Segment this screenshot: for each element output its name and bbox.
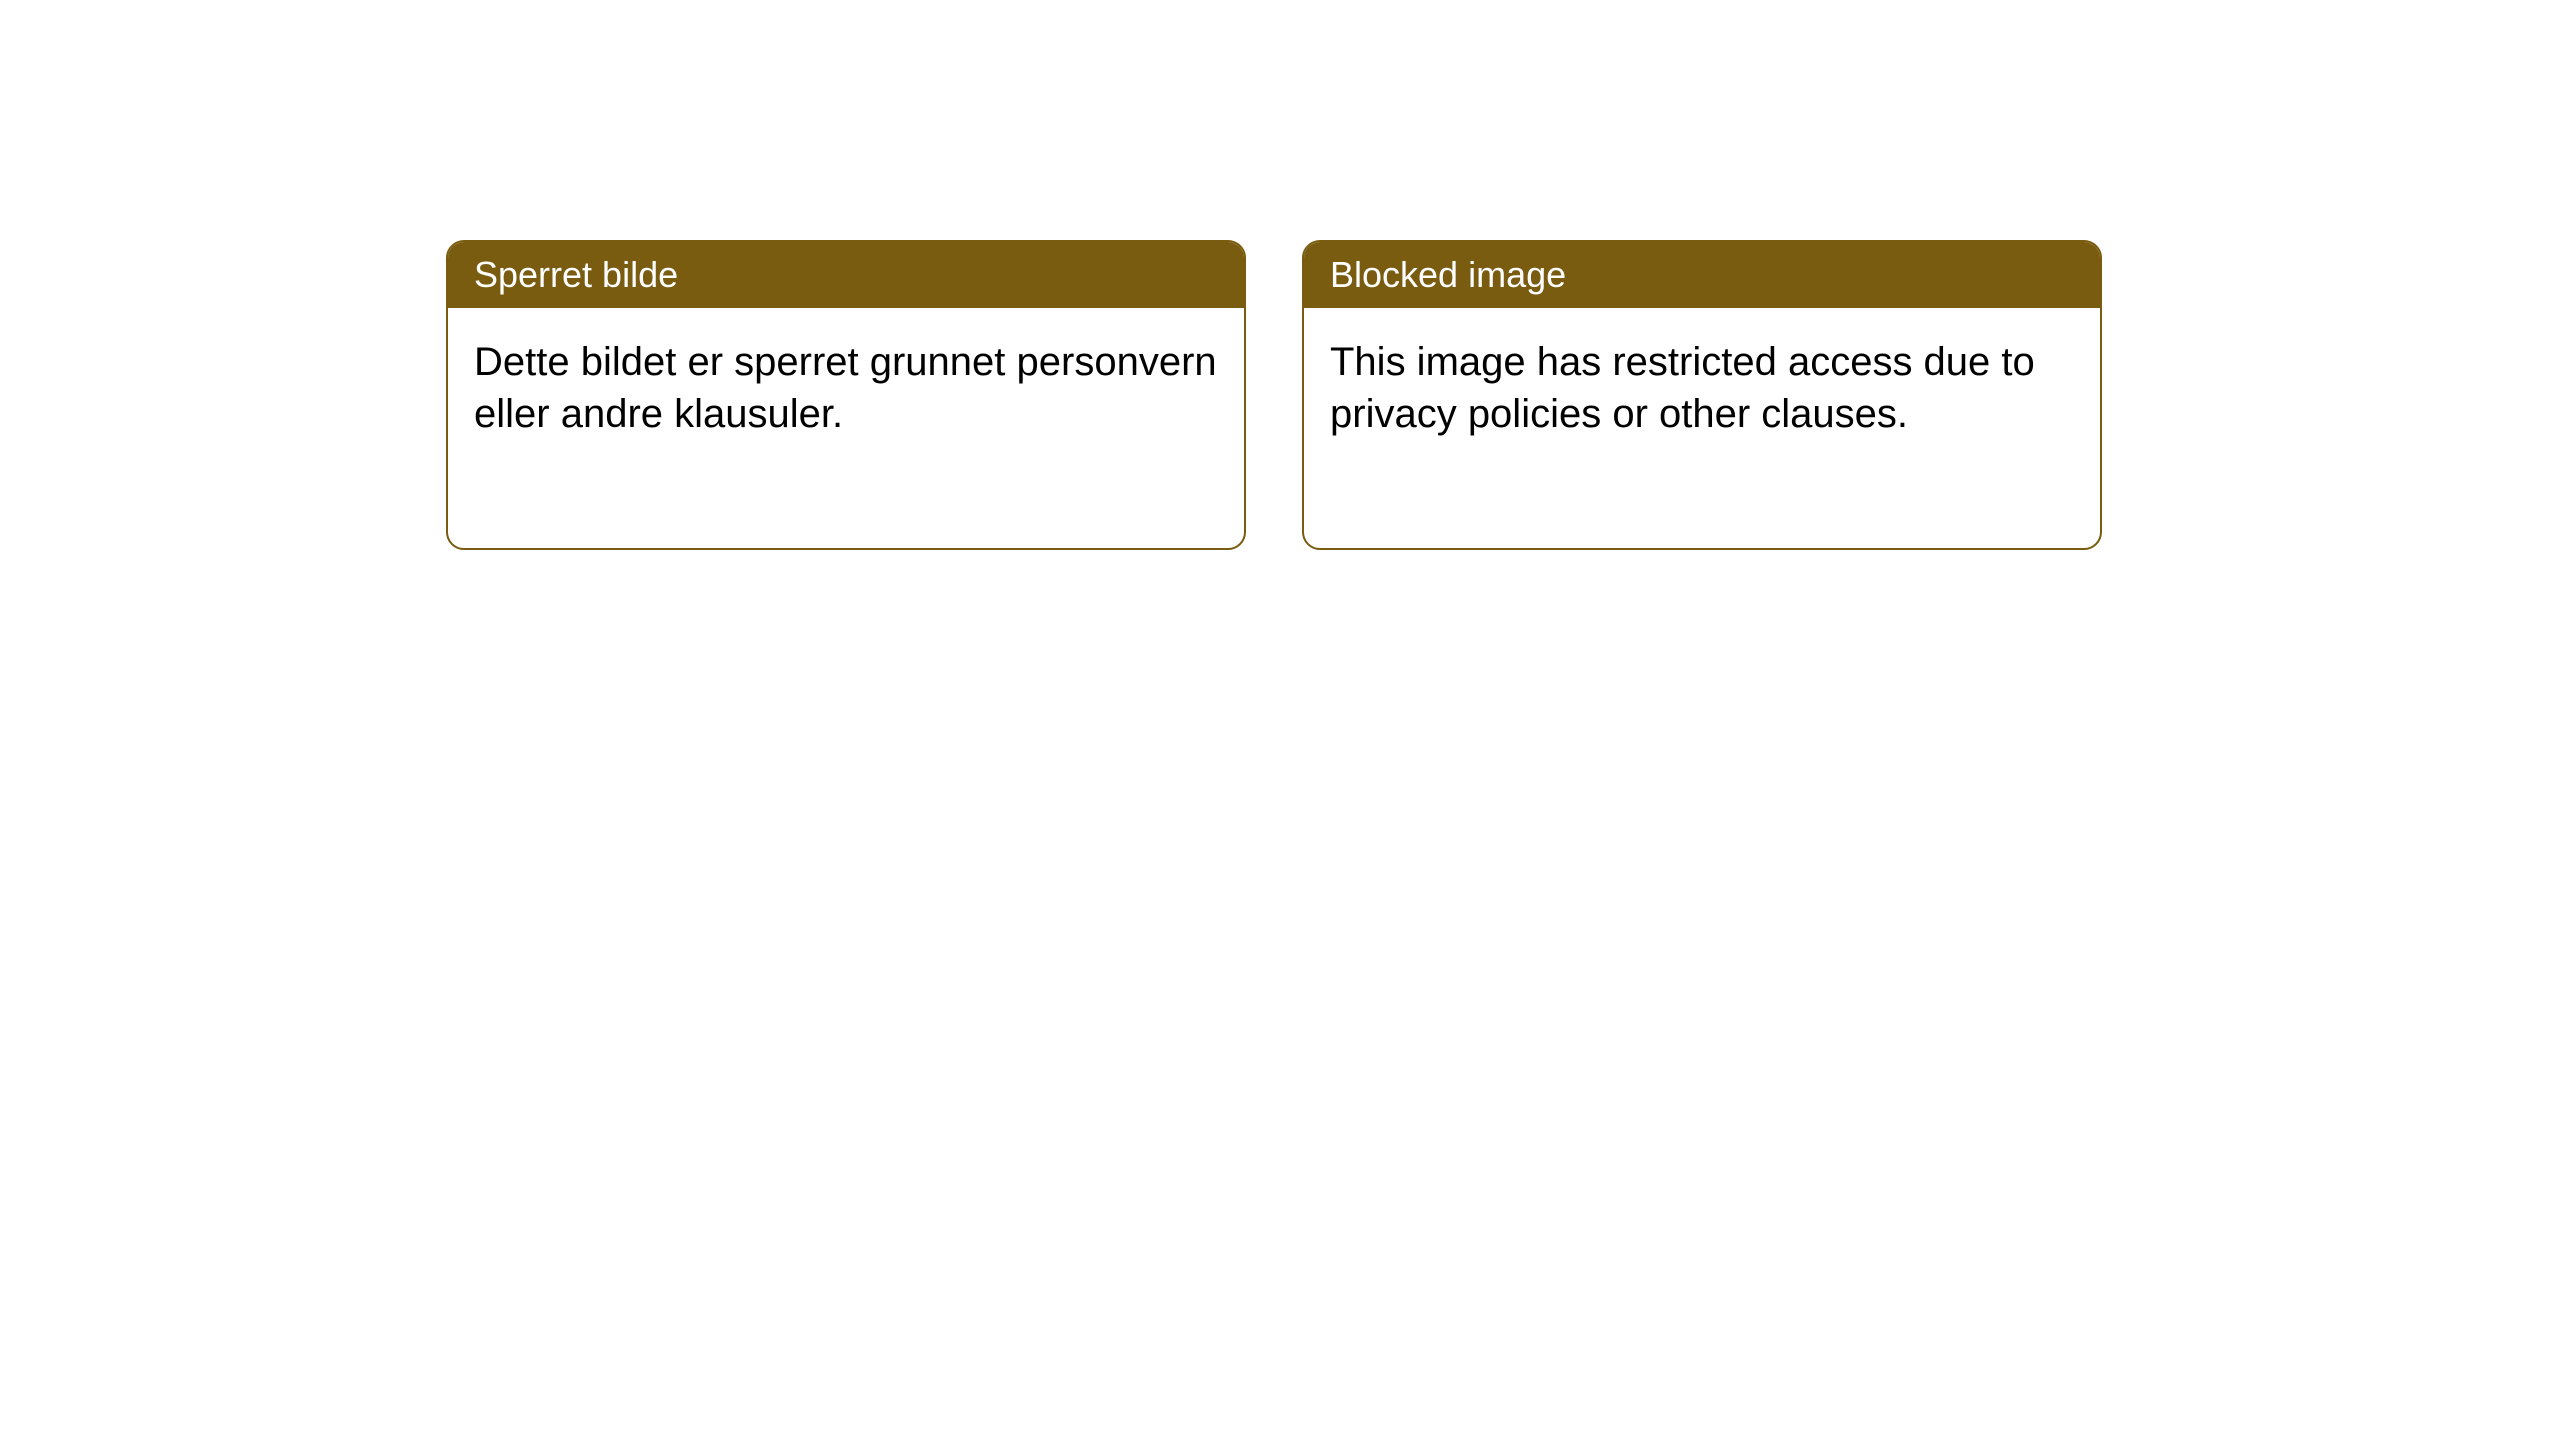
notice-card-norwegian: Sperret bilde Dette bildet er sperret gr…: [446, 240, 1246, 550]
notice-card-english: Blocked image This image has restricted …: [1302, 240, 2102, 550]
notice-container: Sperret bilde Dette bildet er sperret gr…: [446, 240, 2102, 550]
notice-body: Dette bildet er sperret grunnet personve…: [448, 308, 1244, 548]
notice-header: Sperret bilde: [448, 242, 1244, 308]
notice-body: This image has restricted access due to …: [1304, 308, 2100, 548]
notice-header: Blocked image: [1304, 242, 2100, 308]
